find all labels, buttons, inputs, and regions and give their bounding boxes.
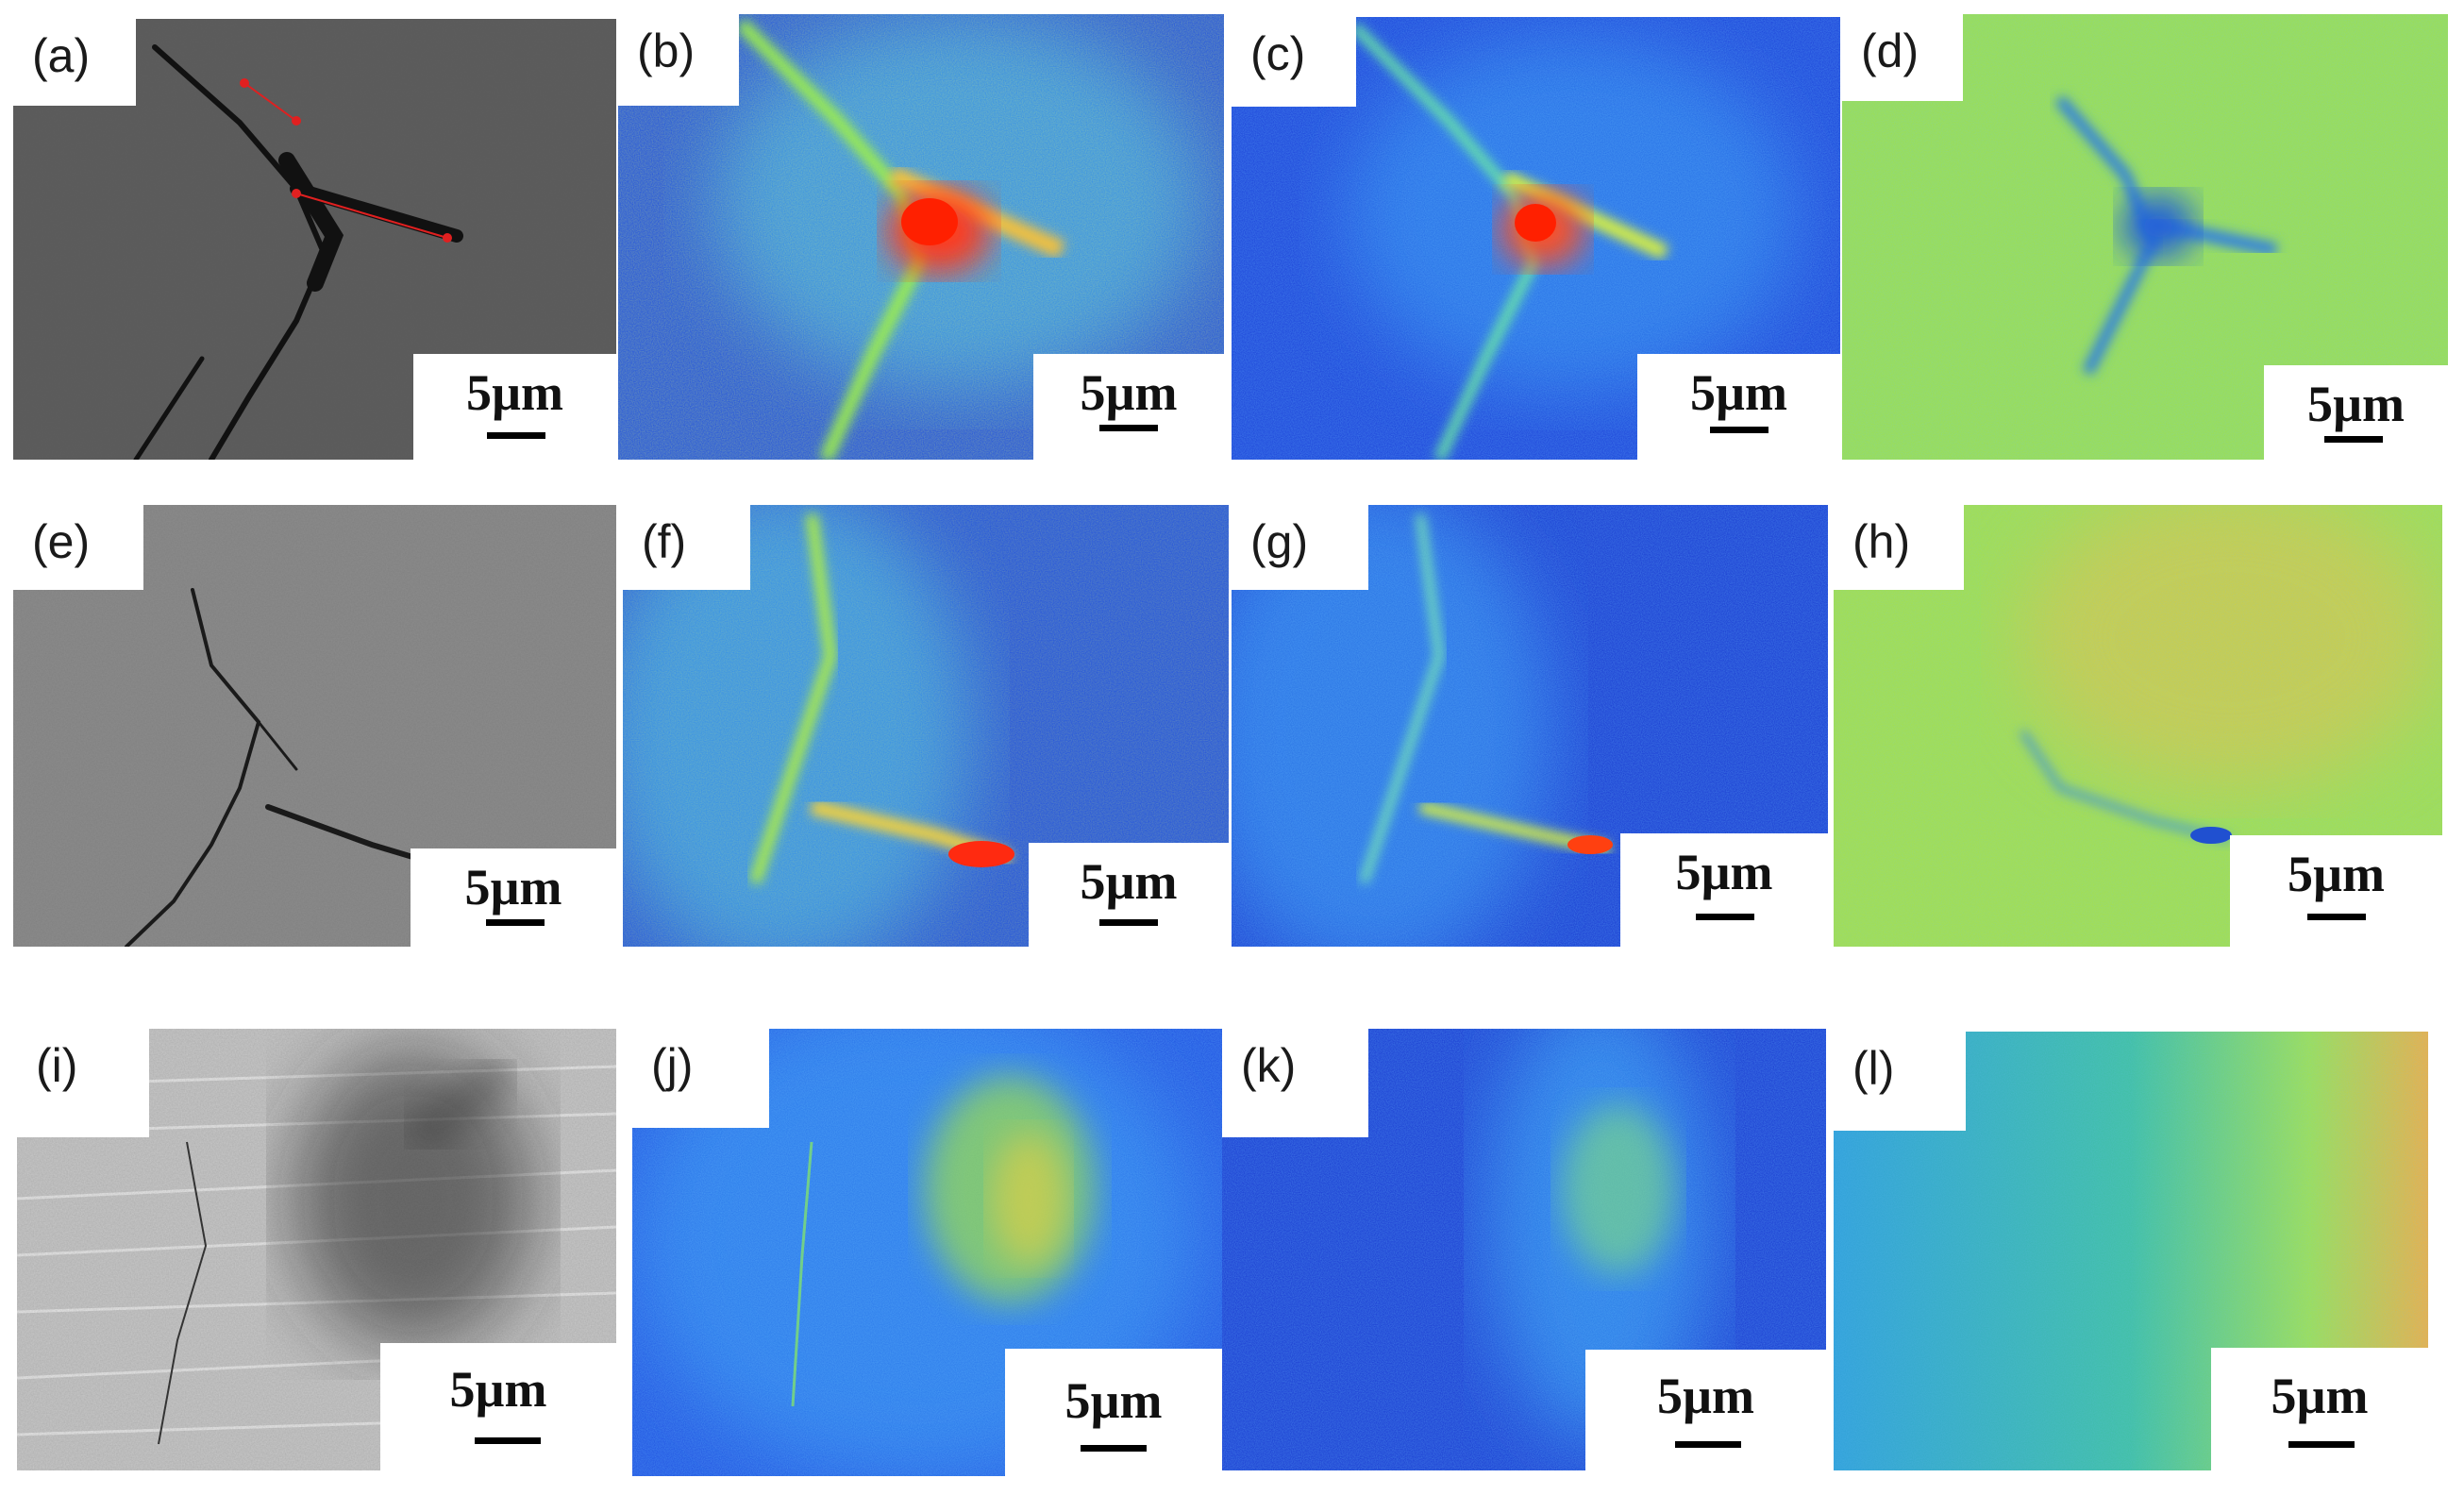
panel-j: (j) 5µm (632, 1029, 1222, 1476)
scale-bar (2288, 1441, 2355, 1448)
scale-bar (1696, 914, 1754, 920)
panel-g: (g) 5µm (1232, 505, 1828, 947)
scale-bar-box: 5µm (411, 848, 616, 947)
scale-bar-label: 5µm (2287, 846, 2386, 902)
panel-label-box: (j) (632, 1029, 769, 1128)
panel-label: (f) (642, 515, 687, 568)
panel-label: (a) (32, 29, 91, 82)
panel-label-box: (i) (17, 1029, 149, 1137)
scale-bar-label: 5µm (1656, 1368, 1755, 1424)
panel-c: (c) 5µm (1232, 17, 1840, 460)
panel-k: (k) 5µm (1222, 1029, 1826, 1470)
panel-label-box: (e) (13, 505, 143, 590)
scale-bar (475, 1437, 541, 1444)
scale-bar-box: 5µm (1585, 1350, 1826, 1470)
panel-label: (g) (1250, 515, 1309, 568)
scale-bar-box: 5µm (1005, 1349, 1222, 1476)
panel-label-box: (g) (1232, 505, 1368, 590)
scale-bar-box: 5µm (2211, 1348, 2428, 1470)
panel-label: (e) (32, 515, 91, 568)
scale-bar (1675, 1441, 1741, 1448)
panel-label: (d) (1861, 25, 1919, 77)
scale-bar-box: 5µm (2230, 835, 2442, 947)
scale-bar (1710, 427, 1768, 433)
scale-bar-box: 5µm (380, 1343, 616, 1470)
scale-bar (486, 919, 545, 926)
panel-label-box: (l) (1834, 1032, 1966, 1131)
scale-bar-box: 5µm (1637, 354, 1840, 460)
panel-label: (j) (651, 1039, 694, 1092)
scale-bar-label: 5µm (464, 859, 562, 915)
scale-bar-box: 5µm (1029, 843, 1229, 947)
scale-bar-label: 5µm (2306, 376, 2405, 432)
panel-label-box: (d) (1842, 14, 1963, 101)
scale-bar (1081, 1445, 1147, 1452)
panel-label: (c) (1250, 27, 1306, 80)
panel-label-box: (b) (618, 14, 739, 106)
panel-label: (b) (637, 25, 696, 77)
scale-bar (487, 432, 545, 439)
panel-label-box: (k) (1222, 1029, 1368, 1137)
panel-d: (d) 5µm (1842, 14, 2448, 460)
scale-bar (2324, 436, 2383, 443)
panel-l: (l) 5µm (1834, 1032, 2428, 1470)
scale-bar-label: 5µm (2271, 1368, 2369, 1424)
scale-bar-box: 5µm (2264, 365, 2448, 460)
scale-bar-label: 5µm (1080, 364, 1178, 421)
scale-bar-label: 5µm (1675, 844, 1773, 900)
panel-label-box: (f) (623, 505, 750, 590)
panel-label-box: (h) (1834, 505, 1964, 590)
scale-bar (1099, 425, 1158, 431)
scale-bar (1099, 919, 1158, 926)
panel-h: (h) 5µm (1834, 505, 2442, 947)
scale-bar-box: 5µm (1033, 354, 1224, 460)
panel-f: (f) 5µm (623, 505, 1229, 947)
scale-bar-label: 5µm (1080, 853, 1178, 910)
panel-b: (b) 5µm (618, 14, 1224, 460)
scale-bar-box: 5µm (413, 354, 616, 460)
panel-label-box: (c) (1232, 17, 1356, 107)
panel-label-box: (a) (13, 19, 136, 106)
panel-a: (a) 5µm (13, 19, 616, 460)
scale-bar-label: 5µm (465, 364, 564, 421)
panel-i: (i) 5µm (17, 1029, 616, 1470)
panel-label: (h) (1852, 515, 1911, 568)
scale-bar-box: 5µm (1620, 833, 1828, 947)
scale-bar-label: 5µm (449, 1361, 547, 1418)
scale-bar-label: 5µm (1064, 1372, 1163, 1429)
panel-label: (l) (1852, 1042, 1895, 1095)
scale-bar (2307, 914, 2366, 920)
elemental-map-d (1842, 14, 2448, 460)
panel-label: (i) (36, 1039, 78, 1092)
scale-bar-label: 5µm (1689, 364, 1788, 421)
panel-label: (k) (1241, 1039, 1297, 1092)
panel-e: (e) 5µm (13, 505, 616, 947)
